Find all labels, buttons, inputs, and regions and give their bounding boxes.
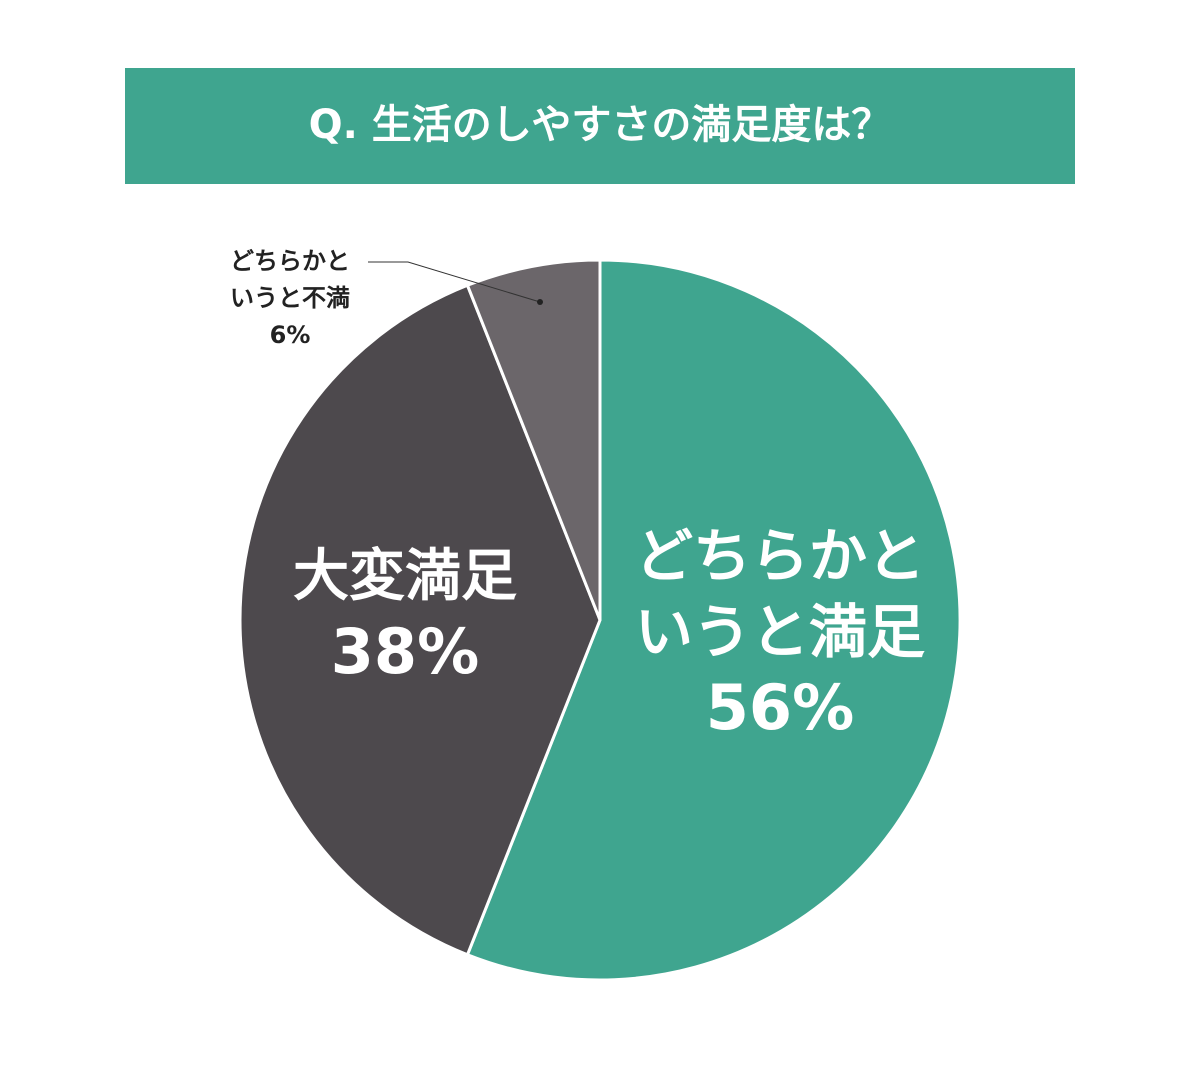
pie-slice (238, 283, 602, 957)
value-label: 6% (270, 321, 311, 349)
value-label: 56% (706, 671, 854, 744)
pie-slice (465, 258, 602, 621)
pie-slice (465, 258, 962, 982)
slice-label: どちらかというと不満 (230, 247, 350, 312)
chart-title: Q. 生活のしやすさの満足度は？ (309, 102, 892, 148)
leader-dot (537, 299, 543, 305)
title-bar (125, 68, 1075, 184)
leader-line (368, 261, 541, 303)
slice-label: どちらかというと満足 (635, 522, 925, 666)
value-label: 38% (331, 615, 479, 688)
slice-label: 大変満足 (293, 544, 517, 609)
